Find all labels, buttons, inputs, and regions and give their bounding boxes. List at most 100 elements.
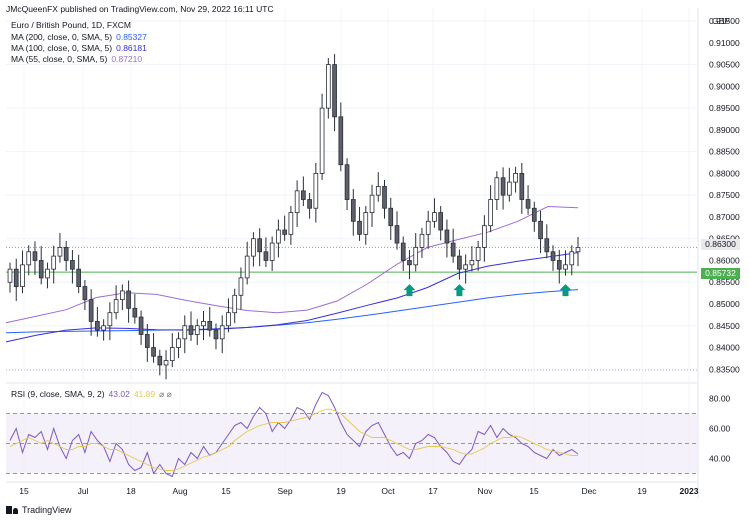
ma200-value: 0.85327 (116, 32, 147, 42)
candle-body (45, 268, 50, 279)
candle-body (20, 264, 25, 287)
candle-body (344, 164, 350, 200)
price-tick-label: 0.89500 (709, 103, 740, 113)
candle-body (194, 325, 200, 335)
candle-body (569, 251, 575, 266)
candle-body (76, 268, 81, 287)
rsi-tick-label: 40.00 (709, 454, 731, 464)
candle-body (482, 225, 487, 248)
candle-body (219, 325, 225, 340)
legend-ma100[interactable]: MA (100, close, 0, SMA, 5) 0.86181 (11, 43, 147, 53)
candle-body (407, 260, 412, 266)
rsi-ma-value: 41.89 (133, 389, 156, 399)
candle-body (51, 255, 57, 270)
candle-body (288, 212, 294, 235)
candle-body (307, 199, 312, 209)
price-tick-label: 0.90500 (709, 60, 740, 70)
time-tick-label: 15 (221, 486, 231, 496)
candle-body (463, 264, 468, 270)
price-tick-label: 0.91000 (709, 38, 740, 48)
candle-body (500, 177, 506, 196)
candle-body (132, 307, 138, 318)
candle-body (525, 199, 531, 209)
support-arrows (403, 284, 572, 297)
candle-body (338, 116, 344, 166)
time-tick-label: 15 (529, 486, 539, 496)
time-tick-label: 15 (19, 486, 29, 496)
candle-body (188, 325, 194, 335)
candle-body (144, 334, 150, 348)
candle-body (263, 251, 269, 261)
up-arrow-icon (453, 284, 466, 297)
candle-body (475, 247, 481, 261)
time-tick-label: 2023 (680, 486, 699, 496)
horizontal-lines (6, 246, 697, 273)
price-tick-label: 0.86500 (709, 234, 740, 244)
price-tick-label: 0.83500 (709, 364, 740, 374)
rsi-band (6, 413, 697, 474)
ma55-label: MA (55, close, 0, SMA, 5) (11, 54, 108, 64)
candle-body (575, 247, 581, 253)
candle-body (507, 181, 512, 196)
footer-brand-label: TradingView (22, 505, 72, 515)
candle-body (363, 212, 369, 235)
candle-body (450, 242, 456, 257)
candle-body (375, 186, 381, 196)
currency-label: GBP (712, 16, 730, 26)
candle-body (244, 255, 250, 279)
legend-ma55[interactable]: MA (55, close, 0, SMA, 5) 0.87210 (11, 54, 142, 64)
candle-body (226, 312, 231, 327)
candle-body (301, 190, 306, 200)
support-price-badge: 0.85732 (701, 268, 740, 279)
candle-body (513, 173, 518, 183)
candle-body (213, 329, 219, 340)
candle-body (38, 260, 44, 279)
candle-body (432, 212, 437, 222)
candle-body (70, 260, 75, 270)
price-tick-label: 0.84000 (709, 343, 740, 353)
candle-body (325, 64, 331, 109)
candle-body (563, 264, 568, 270)
candle-body (556, 260, 562, 270)
last-price-badge: 0.86300 (701, 239, 740, 250)
candle-body (138, 316, 144, 335)
candle-body (251, 238, 256, 257)
rsi-line (9, 391, 579, 478)
candle-body (332, 64, 337, 118)
candle-body (494, 177, 500, 200)
footer-brand[interactable]: TradingView (6, 505, 72, 515)
time-tick-label: Sep (277, 486, 292, 496)
candle-body (163, 360, 169, 366)
candle-body (157, 355, 163, 366)
price-tick-label: 0.91500 (709, 16, 740, 26)
rsi-settings-icons[interactable]: ⌀ ⌀ (159, 389, 172, 399)
ma200-label: MA (200, close, 0, SMA, 5) (11, 32, 113, 42)
candle-body (182, 325, 188, 340)
candle-body (176, 338, 181, 348)
price-axis: 0.91500 0.91000 0.90500 0.90000 0.89500 0.890… (709, 16, 740, 463)
candle-body (26, 251, 32, 266)
candle-body (369, 194, 375, 213)
tradingview-logo-icon (6, 506, 18, 514)
candles (7, 54, 581, 380)
candle-body (457, 255, 462, 270)
rsi-lines (9, 391, 579, 478)
candle-body (151, 347, 156, 357)
time-tick-label: 19 (336, 486, 346, 496)
time-tick-label: 19 (637, 486, 647, 496)
publisher-line: JMcQueenFX published on TradingView.com,… (6, 4, 274, 14)
candle-body (444, 229, 450, 244)
candle-body (394, 225, 400, 244)
candle-body (32, 251, 38, 261)
time-tick-label: Aug (172, 486, 187, 496)
candle-body (313, 173, 319, 209)
candle-body (232, 294, 238, 314)
price-tick-label: 0.87000 (709, 212, 740, 222)
candle-body (294, 190, 300, 213)
candle-body (113, 299, 119, 314)
legend-ma200[interactable]: MA (200, close, 0, SMA, 5) 0.85327 (11, 32, 147, 42)
candle-body (531, 207, 537, 222)
rsi-legend[interactable]: RSI (9, close, SMA, 9, 2) 43.02 41.89 ⌀ ⌀ (11, 389, 172, 400)
candle-body (238, 277, 244, 296)
time-axis: 15 Jul 18 Aug 15 Sep 19 Oct 17 Nov 15 Dec 19 2023 (19, 486, 698, 496)
